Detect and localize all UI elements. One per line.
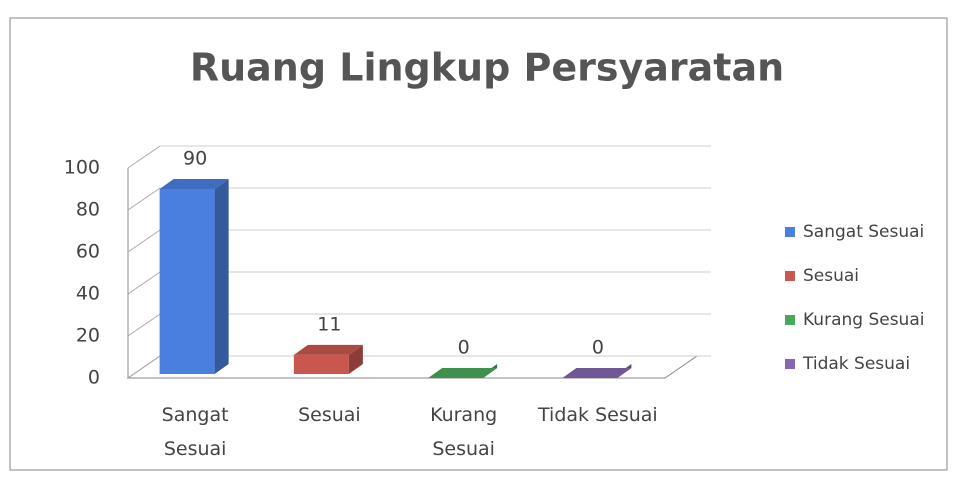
y-tick-label: 20 [76,325,100,347]
bar-side [348,344,363,374]
chart-title: Ruang Lingkup Persyaratan [190,46,784,90]
bar-top [428,368,498,378]
legend-swatch [785,359,795,369]
bar-top [159,179,229,189]
legend-label: Sesuai [803,266,859,286]
y-tick-label: 100 [64,157,100,179]
bar-top [293,344,363,355]
y-tick-label: 40 [76,283,100,305]
grid-line [127,145,161,169]
legend-swatch [785,271,795,281]
grid-line [127,355,161,379]
bar-top [562,368,632,378]
y-tick-label: 80 [76,199,100,221]
value-label: 11 [317,313,341,335]
grid-line [127,229,161,253]
legend-swatch [785,315,795,325]
value-label: 0 [458,337,470,359]
x-tick-label: Sesuai [298,404,361,426]
legend-label: Sangat Sesuai [803,222,924,242]
value-label: 0 [592,337,604,359]
x-tick-label: Tidak Sesuai [538,404,658,426]
grid-line [127,187,161,211]
bar [159,189,215,374]
legend-label: Tidak Sesuai [802,354,910,374]
y-tick-label: 0 [88,367,100,389]
bar-side [214,179,229,374]
bar [293,354,349,374]
value-label: 90 [183,148,207,170]
grid-line [127,313,161,337]
x-tick-label: Sangat Sesuai [161,404,229,460]
grid-line [127,271,161,295]
legend-swatch [785,227,795,237]
y-tick-label: 60 [76,241,100,263]
legend-label: Kurang Sesuai [803,310,924,330]
x-tick-label: Kurang Sesuai [430,404,498,460]
